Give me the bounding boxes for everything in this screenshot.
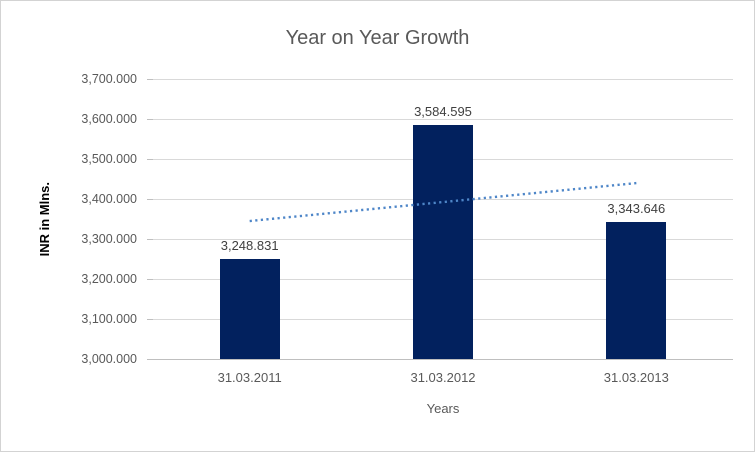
y-tick-label: 3,700.000 (81, 72, 137, 86)
y-tick-mark (147, 199, 153, 200)
trendline (249, 181, 637, 223)
plot-area: 3,248.831 3,584.595 3,343.646 (147, 79, 733, 360)
gridline (153, 119, 733, 120)
y-tick-label: 3,100.000 (81, 312, 137, 326)
gridline (153, 79, 733, 80)
bar (219, 259, 280, 359)
x-category-label: 31.03.2013 (603, 370, 669, 385)
y-tick-mark (147, 279, 153, 280)
y-tick-mark (147, 319, 153, 320)
bar-data-label: 3,248.831 (220, 238, 279, 254)
bar (606, 221, 667, 359)
bar (413, 125, 473, 359)
bar-data-label: 3,584.595 (414, 104, 472, 120)
chart-title: Year on Year Growth (285, 27, 470, 49)
y-tick-label: 3,500.000 (81, 152, 137, 166)
y-tick-label: 3,000.000 (81, 352, 137, 366)
x-category-label: 31.03.2012 (410, 370, 476, 385)
y-tick-label: 3,400.000 (81, 192, 137, 206)
y-tick-mark (147, 79, 153, 80)
y-tick-label: 3,200.000 (81, 272, 137, 286)
y-tick-label: 3,600.000 (81, 112, 137, 126)
x-axis-line (147, 359, 733, 360)
y-tick-mark (147, 239, 153, 240)
y-tick-mark (147, 159, 153, 160)
x-axis-title: Years (426, 401, 460, 416)
x-category-label: 31.03.2011 (217, 370, 282, 385)
y-tick-label: 3,300.000 (81, 232, 137, 246)
y-tick-mark (147, 119, 153, 120)
bar-data-label: 3,343.646 (607, 200, 666, 216)
